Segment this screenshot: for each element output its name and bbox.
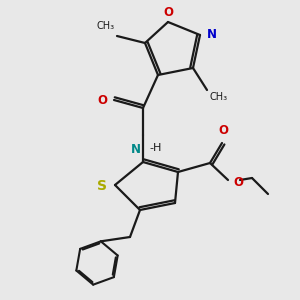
Text: S: S	[97, 179, 107, 193]
Text: CH₃: CH₃	[209, 92, 227, 102]
Text: O: O	[163, 6, 173, 19]
Text: CH₃: CH₃	[97, 21, 115, 31]
Text: O: O	[97, 94, 107, 106]
Text: -H: -H	[149, 143, 161, 153]
Text: N: N	[207, 28, 217, 41]
Text: O: O	[233, 176, 243, 188]
Text: N: N	[131, 143, 141, 156]
Text: O: O	[218, 124, 228, 137]
